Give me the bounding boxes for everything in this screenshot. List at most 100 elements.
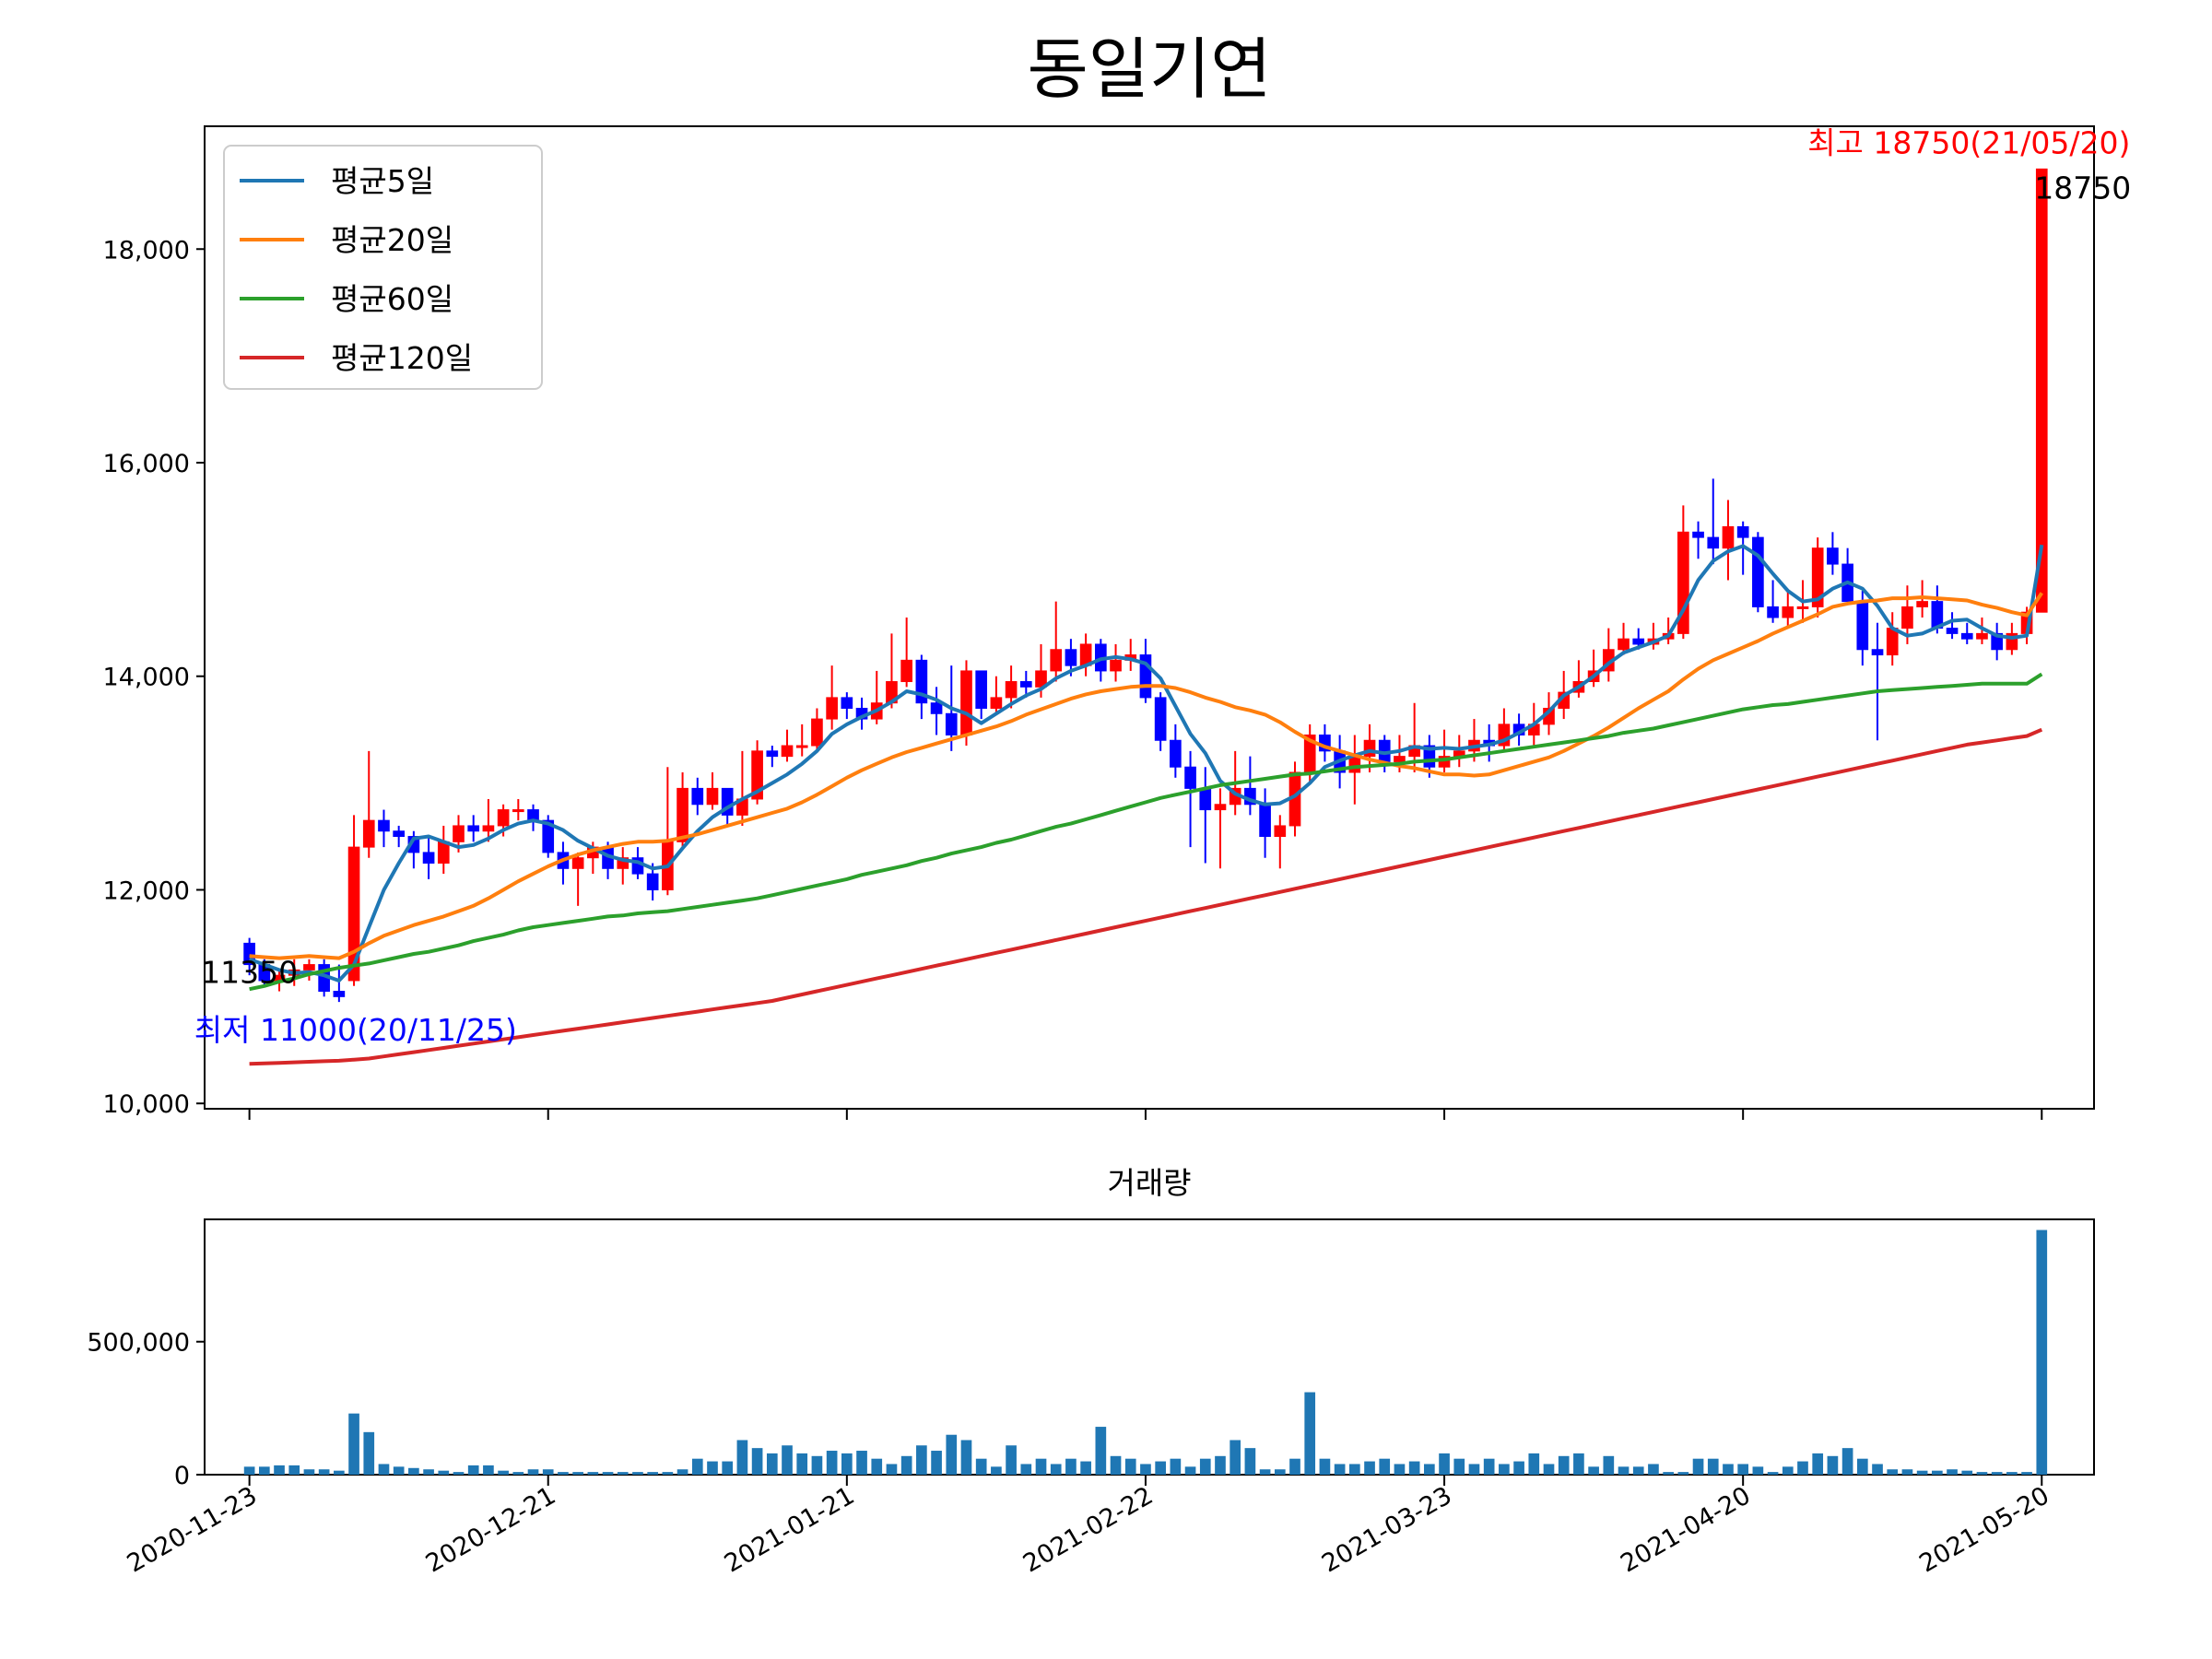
volume-axes-frame [204, 1218, 2095, 1476]
candle-body [467, 825, 480, 832]
volume-bar [1483, 1458, 1495, 1475]
candle-body [1214, 804, 1227, 811]
volume-bar [617, 1472, 629, 1475]
volume-bar [318, 1469, 330, 1475]
volume-bar [916, 1445, 927, 1475]
volume-bar [348, 1413, 359, 1475]
volume-bar [975, 1458, 987, 1475]
lowest-price-label: 최저 11000(20/11/25) [194, 1012, 517, 1048]
volume-bar [542, 1469, 554, 1475]
volume-y-tick-label: 0 [174, 1462, 190, 1490]
volume-bar [1259, 1469, 1271, 1475]
volume-bar [1812, 1453, 1824, 1475]
volume-bar [796, 1453, 808, 1475]
volume-bar [1244, 1448, 1256, 1475]
volume-bar [1901, 1469, 1913, 1475]
candle-body [1363, 739, 1376, 758]
candle-body [571, 857, 584, 869]
volume-bar [1588, 1466, 1599, 1475]
volume-bar [527, 1469, 539, 1475]
volume-bar [498, 1470, 509, 1475]
candle-body [721, 787, 734, 816]
volume-bar [483, 1465, 494, 1475]
volume-bar [1573, 1453, 1584, 1475]
volume-bar [1677, 1472, 1689, 1475]
volume-bar [512, 1472, 524, 1475]
candle-body [497, 809, 510, 827]
last-close-label: 18750 [2034, 170, 2131, 206]
candle-body [1722, 526, 1735, 549]
candle-body [1916, 601, 1928, 607]
candle-body [1736, 526, 1749, 538]
volume-bar [1528, 1453, 1540, 1475]
volume-bar [423, 1469, 434, 1475]
volume-bar [1663, 1472, 1674, 1475]
volume-bar [1424, 1464, 1435, 1475]
candle-body [1170, 739, 1182, 768]
candle-body [677, 787, 688, 842]
volume-bar [408, 1467, 419, 1475]
candle-body [1767, 606, 1779, 618]
volume-bar [1080, 1461, 1091, 1475]
x-axis: 2020-11-23 2020-12-21 2021-01-21 2021-02-22… [123, 1109, 2054, 1579]
candle-body [1348, 756, 1361, 773]
volume-bar [1618, 1466, 1630, 1475]
volume-bar [662, 1472, 674, 1475]
volume-bar [1782, 1466, 1794, 1475]
candle-body [1677, 531, 1689, 634]
volume-bar [632, 1472, 643, 1475]
volume-bar [1991, 1472, 2003, 1475]
candle-body [990, 697, 1003, 709]
volume-bar [1199, 1458, 1211, 1475]
candle-body [1005, 681, 1018, 699]
ma-line-평균120일 [249, 727, 2043, 1066]
price-y-tick-label: 10,000 [103, 1090, 190, 1119]
volume-y-tick-label: 500,000 [87, 1329, 190, 1358]
volume-bar [288, 1465, 300, 1475]
volume-bar [587, 1472, 599, 1475]
volume-bar [1289, 1458, 1300, 1475]
candle-body [1782, 606, 1794, 618]
candle-body [795, 745, 808, 748]
volume-bar [303, 1469, 315, 1475]
candle-body [1976, 632, 1988, 640]
volume-bar [258, 1466, 270, 1475]
volume-bar [1319, 1458, 1331, 1475]
volume-bar [782, 1445, 793, 1475]
volume-bar [1065, 1458, 1077, 1475]
candle-body [1274, 825, 1287, 838]
price-y-tick-label: 16,000 [103, 450, 190, 478]
volume-bar [1767, 1472, 1779, 1475]
volume-bar [647, 1472, 658, 1475]
volume-bar [900, 1455, 912, 1475]
candle-body [1498, 724, 1511, 747]
volume-bar [1976, 1472, 1988, 1475]
candle-body [826, 697, 838, 720]
volume-panel: 0 500,000 [87, 1218, 2095, 1490]
candle-body [646, 873, 659, 890]
volume-bar [1140, 1464, 1151, 1475]
candle-body [1259, 804, 1271, 838]
volume-bar [1797, 1461, 1808, 1475]
volume-bar [1632, 1466, 1644, 1475]
candle-body [1050, 649, 1063, 672]
volume-bar [871, 1458, 883, 1475]
volume-bar [1932, 1470, 1943, 1475]
volume-bar [1035, 1458, 1047, 1475]
legend-box [223, 145, 543, 390]
candle-body [1184, 766, 1196, 789]
volume-bar [1364, 1461, 1375, 1475]
x-tick-label: 2021-05-20 [1914, 1481, 2053, 1578]
volume-bar [2036, 1230, 2048, 1475]
candle-body [1707, 536, 1720, 549]
volume-bar [438, 1470, 450, 1475]
price-y-tick-label: 12,000 [103, 877, 190, 905]
ma-line-평균5일 [248, 544, 2044, 982]
volume-bar [1841, 1448, 1853, 1475]
volume-bar [1095, 1427, 1107, 1475]
volume-bar [1184, 1466, 1196, 1475]
candle-body [811, 718, 823, 747]
volume-bar [1468, 1464, 1480, 1475]
candle-body [1796, 606, 1809, 609]
